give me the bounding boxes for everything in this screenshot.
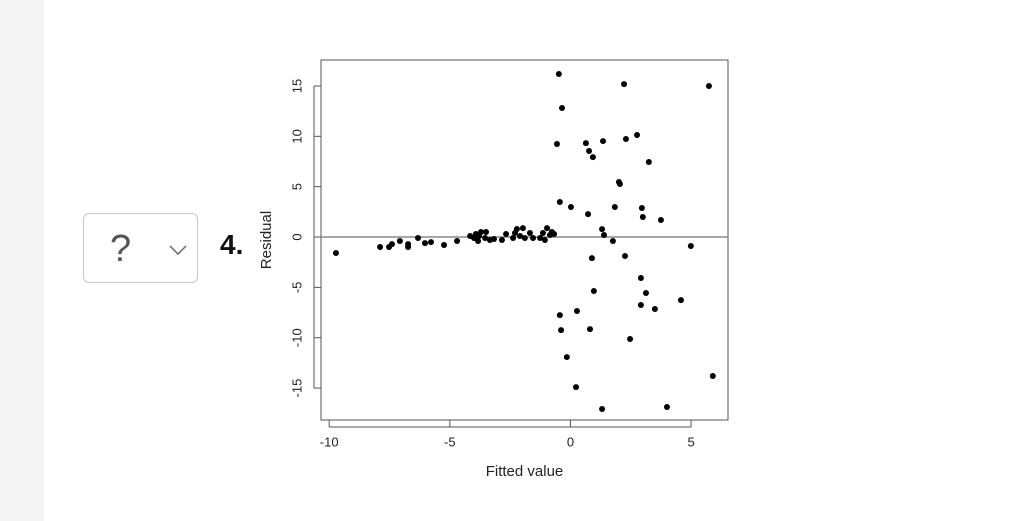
y-tick-label: 0 [289, 233, 304, 240]
chevron [169, 245, 187, 256]
x-tick-label: 0 [567, 434, 574, 449]
point [573, 384, 580, 391]
point [621, 81, 628, 88]
point [482, 235, 489, 242]
point [519, 225, 526, 232]
point [709, 372, 716, 379]
y-tick-label: -10 [289, 328, 304, 347]
point [332, 250, 339, 257]
point [585, 211, 592, 218]
question-number: 4. [220, 229, 244, 260]
point [621, 253, 628, 260]
point [609, 238, 616, 245]
point [600, 232, 607, 239]
y-tick-label: -15 [289, 379, 304, 398]
point [405, 243, 412, 250]
point [551, 231, 558, 238]
point [498, 237, 505, 244]
point [587, 326, 594, 333]
point [517, 233, 524, 240]
point [477, 228, 484, 235]
point [588, 255, 595, 262]
point [556, 312, 563, 319]
point [627, 336, 634, 343]
point [586, 148, 593, 155]
point [490, 236, 497, 243]
point [637, 302, 644, 309]
point [657, 217, 664, 224]
x-tick-label: -10 [320, 434, 339, 449]
answer-dropdown[interactable]: ? [83, 213, 198, 283]
point [559, 105, 566, 112]
point [638, 205, 645, 212]
point [634, 132, 641, 139]
point [589, 154, 596, 161]
point [563, 354, 570, 361]
point [414, 235, 421, 242]
point [510, 235, 517, 242]
y-tick-label: 5 [289, 183, 304, 190]
point [622, 136, 629, 143]
y-tick-label: 15 [289, 79, 304, 93]
point [483, 228, 490, 235]
point [555, 70, 562, 77]
point [388, 241, 395, 248]
point [377, 243, 384, 250]
x-tick-label: 5 [687, 434, 694, 449]
point [573, 308, 580, 315]
card [44, 0, 1014, 521]
point [616, 181, 623, 188]
point [513, 225, 520, 232]
point [645, 159, 652, 166]
dropdown-value: ? [110, 228, 132, 270]
point [541, 237, 548, 244]
point [611, 204, 618, 211]
point [441, 241, 448, 248]
point [599, 226, 606, 233]
point [526, 230, 533, 237]
point [705, 82, 712, 89]
point [521, 235, 528, 242]
point [396, 238, 403, 245]
y-tick-label: 10 [289, 129, 304, 143]
point [421, 240, 428, 247]
point [567, 204, 574, 211]
point [454, 238, 461, 245]
point [530, 235, 537, 242]
point [639, 213, 646, 220]
point [663, 404, 670, 411]
point [590, 288, 597, 295]
point [544, 225, 551, 232]
point [687, 242, 694, 249]
point [539, 230, 546, 237]
point [475, 238, 482, 245]
y-axis-label: Residual [258, 211, 275, 269]
point [503, 231, 510, 238]
point [537, 235, 544, 242]
point [677, 297, 684, 304]
x-axis-label: Fitted value [486, 463, 564, 480]
point [553, 140, 560, 147]
point [600, 138, 607, 145]
point [637, 275, 644, 282]
point [582, 140, 589, 147]
point [558, 327, 565, 334]
point [556, 198, 563, 205]
point [642, 290, 649, 297]
point [599, 406, 606, 413]
plot-frame [320, 59, 729, 421]
point [428, 239, 435, 246]
x-tick-label: -5 [444, 434, 456, 449]
point [651, 306, 658, 313]
y-tick-label: -5 [289, 282, 304, 294]
